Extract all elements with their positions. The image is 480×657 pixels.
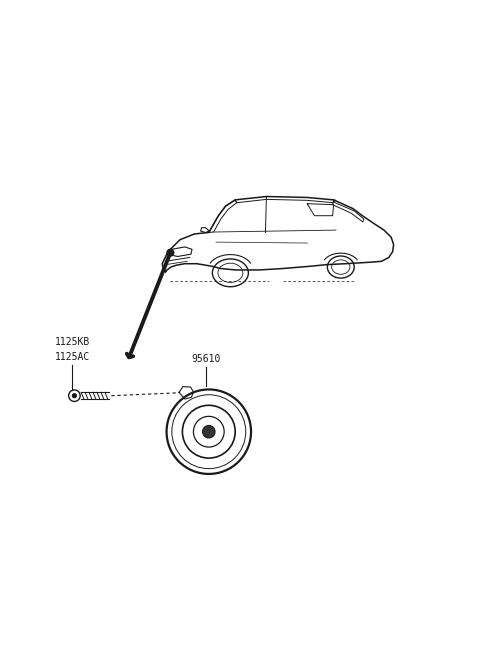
Text: 1125AC: 1125AC	[54, 352, 90, 362]
Circle shape	[167, 249, 174, 256]
Text: 95610: 95610	[192, 355, 221, 365]
Text: 1125KB: 1125KB	[54, 337, 90, 347]
Circle shape	[203, 426, 215, 438]
Circle shape	[72, 394, 76, 397]
